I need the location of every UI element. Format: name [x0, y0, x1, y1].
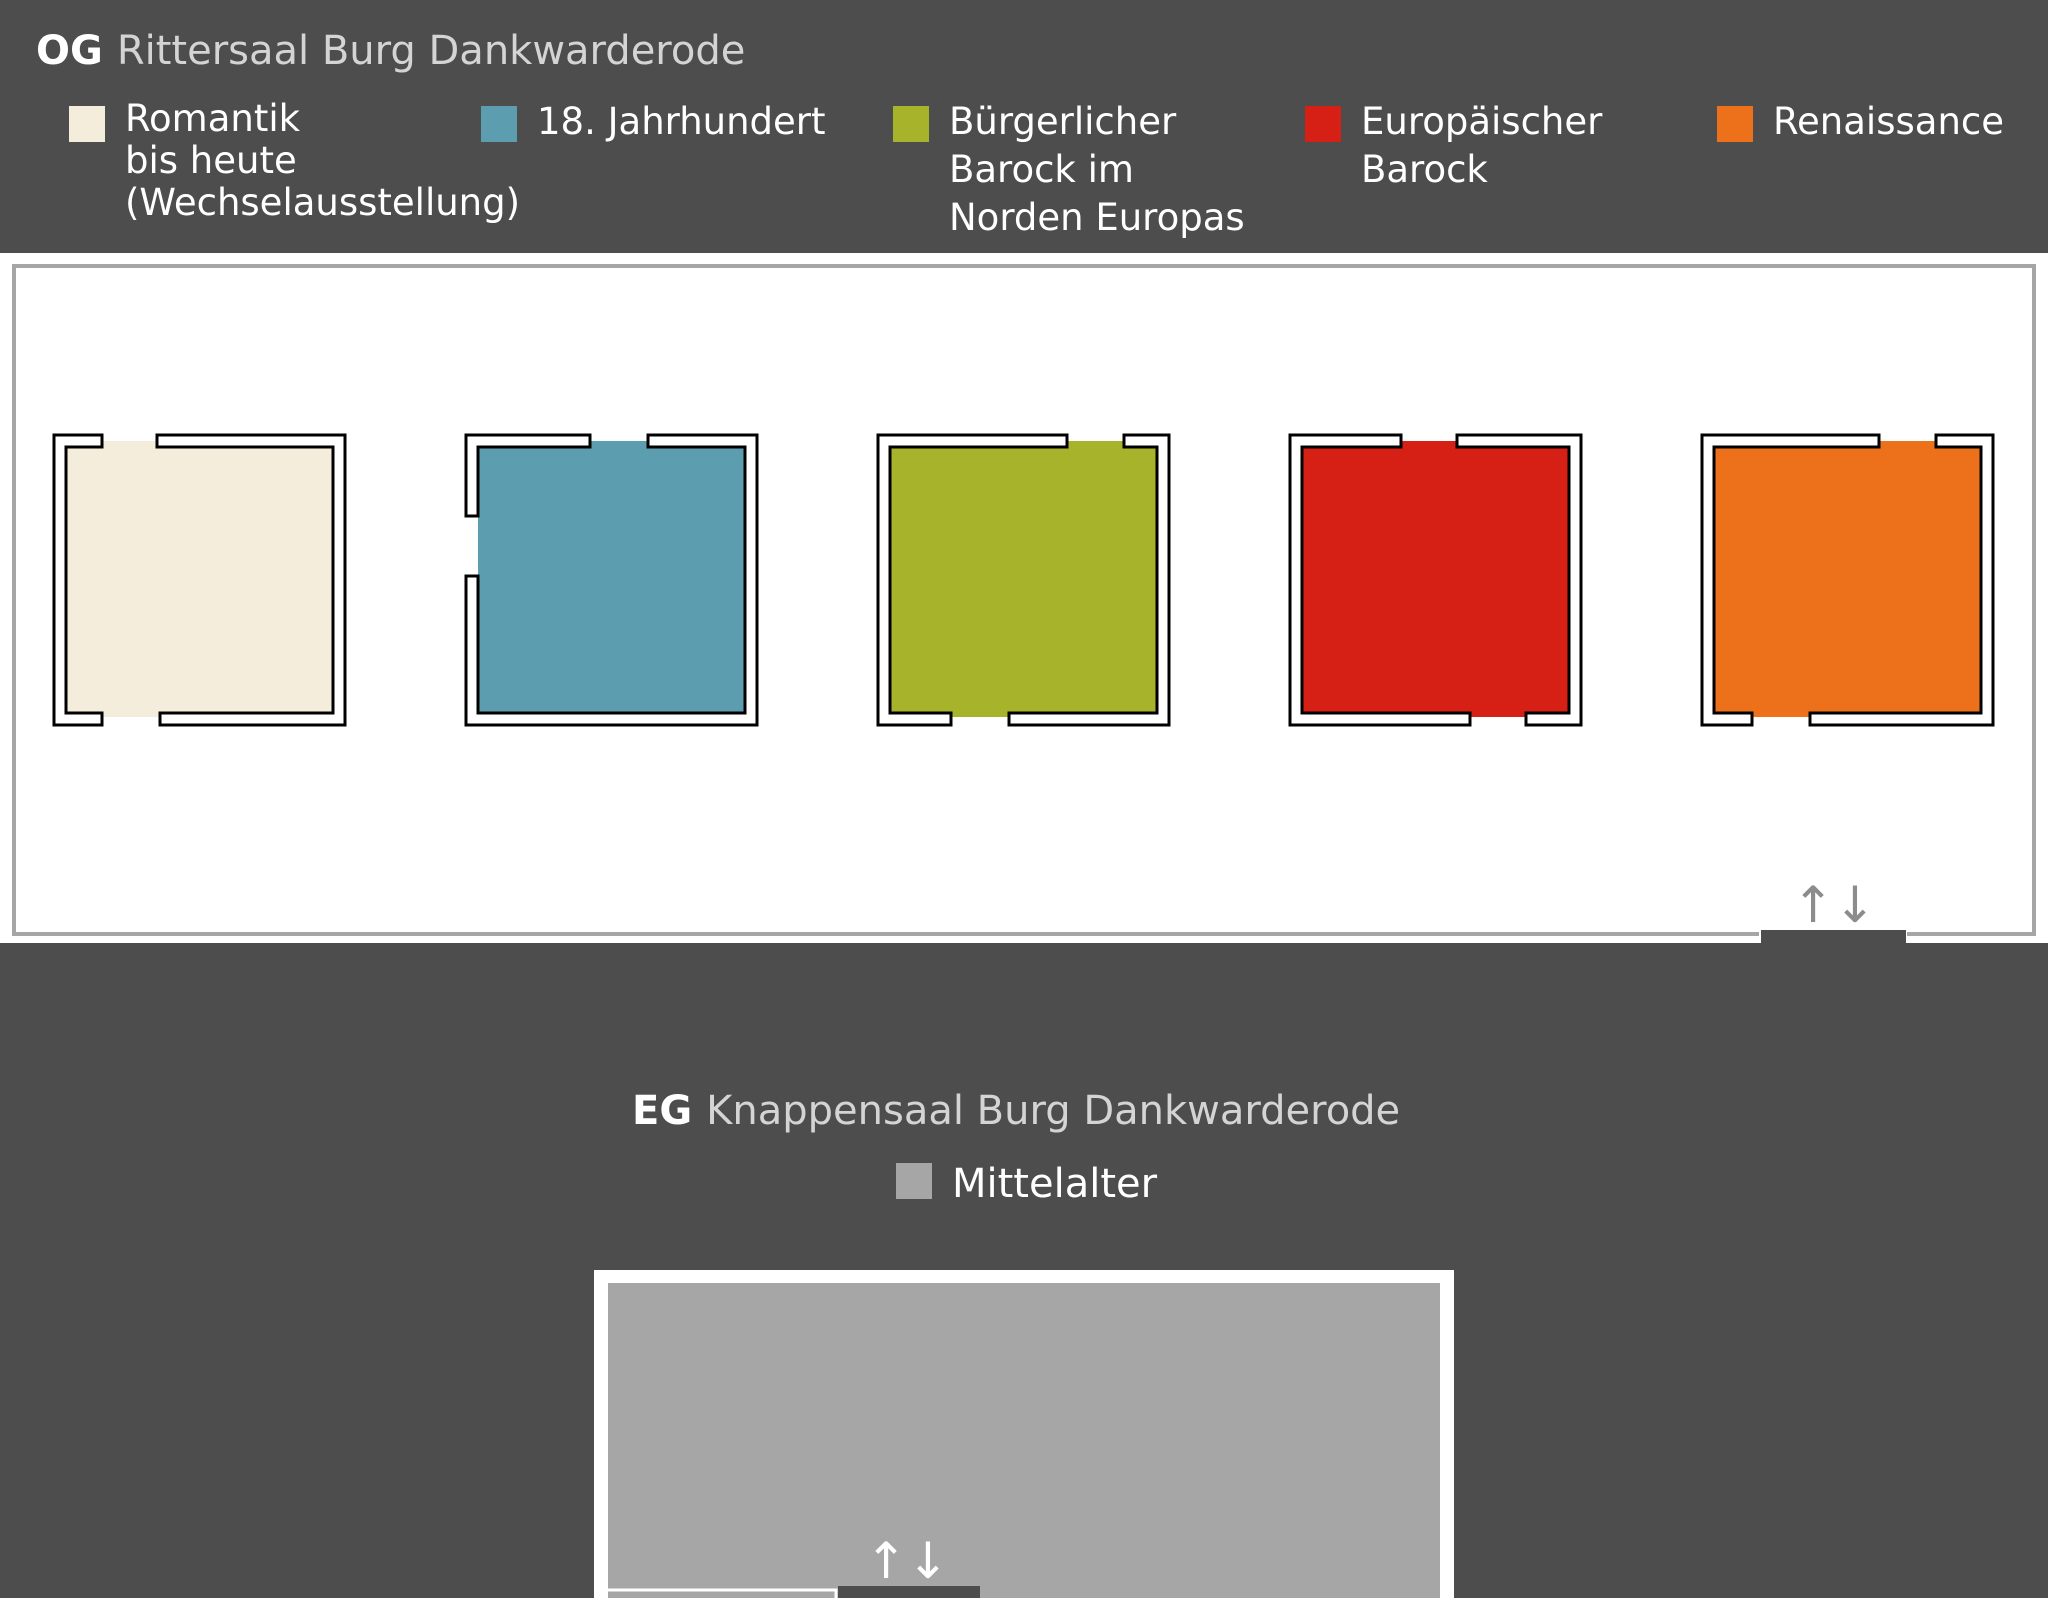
legend-item-romantik[interactable]: Romantik bis heute (Wechselausstellung) [69, 98, 520, 224]
legend-label-18-jahrhundert: 18. Jahrhundert [537, 100, 826, 143]
og-floor-title: OG Rittersaal Burg Dankwarderode [36, 28, 745, 74]
legend-swatch-buergerlicher-barock [893, 106, 929, 142]
eg-floor-title: EG Knappensaal Burg Dankwarderode [632, 1088, 1400, 1134]
legend-item-europaeischer-barock[interactable]: Europäischer Barock [1305, 98, 1602, 194]
legend-label-mittelalter: Mittelalter [952, 1161, 1158, 1207]
legend-swatch-18-jahrhundert [481, 106, 517, 142]
room-europaeischer-barock[interactable] [1288, 433, 1583, 727]
room-buergerlicher-barock[interactable] [876, 433, 1171, 727]
room-romantik[interactable] [52, 433, 347, 727]
eg-floor-name: Knappensaal Burg Dankwarderode [706, 1088, 1401, 1134]
eg-stairs-icon[interactable]: ↑↓ [865, 1532, 949, 1590]
legend-label-buergerlicher-barock: Bürgerlicher Barock im Norden Europas [949, 100, 1245, 239]
legend-swatch-renaissance [1717, 106, 1753, 142]
room-18-jahrhundert[interactable] [464, 433, 759, 727]
og-stairs-icon[interactable]: ↑↓ [1792, 876, 1876, 934]
legend-swatch-europaeischer-barock [1305, 106, 1341, 142]
legend-item-18-jahrhundert[interactable]: 18. Jahrhundert [481, 98, 826, 146]
eg-hall[interactable] [594, 1270, 1454, 1598]
legend-label-romantik: Romantik bis heute (Wechselausstellung) [125, 97, 521, 224]
eg-floor-prefix: EG [632, 1088, 693, 1134]
legend-item-renaissance[interactable]: Renaissance [1717, 98, 2004, 146]
og-floor-name: Rittersaal Burg Dankwarderode [116, 28, 746, 74]
og-floor-prefix: OG [36, 28, 103, 74]
legend-label-renaissance: Renaissance [1773, 100, 2004, 143]
legend-item-mittelalter[interactable]: Mittelalter [896, 1160, 1157, 1208]
legend-swatch-mittelalter [896, 1163, 932, 1199]
legend-swatch-romantik [69, 106, 105, 142]
legend-label-europaeischer-barock: Europäischer Barock [1361, 100, 1603, 191]
legend-item-buergerlicher-barock[interactable]: Bürgerlicher Barock im Norden Europas [893, 98, 1245, 242]
room-renaissance[interactable] [1700, 433, 1995, 727]
